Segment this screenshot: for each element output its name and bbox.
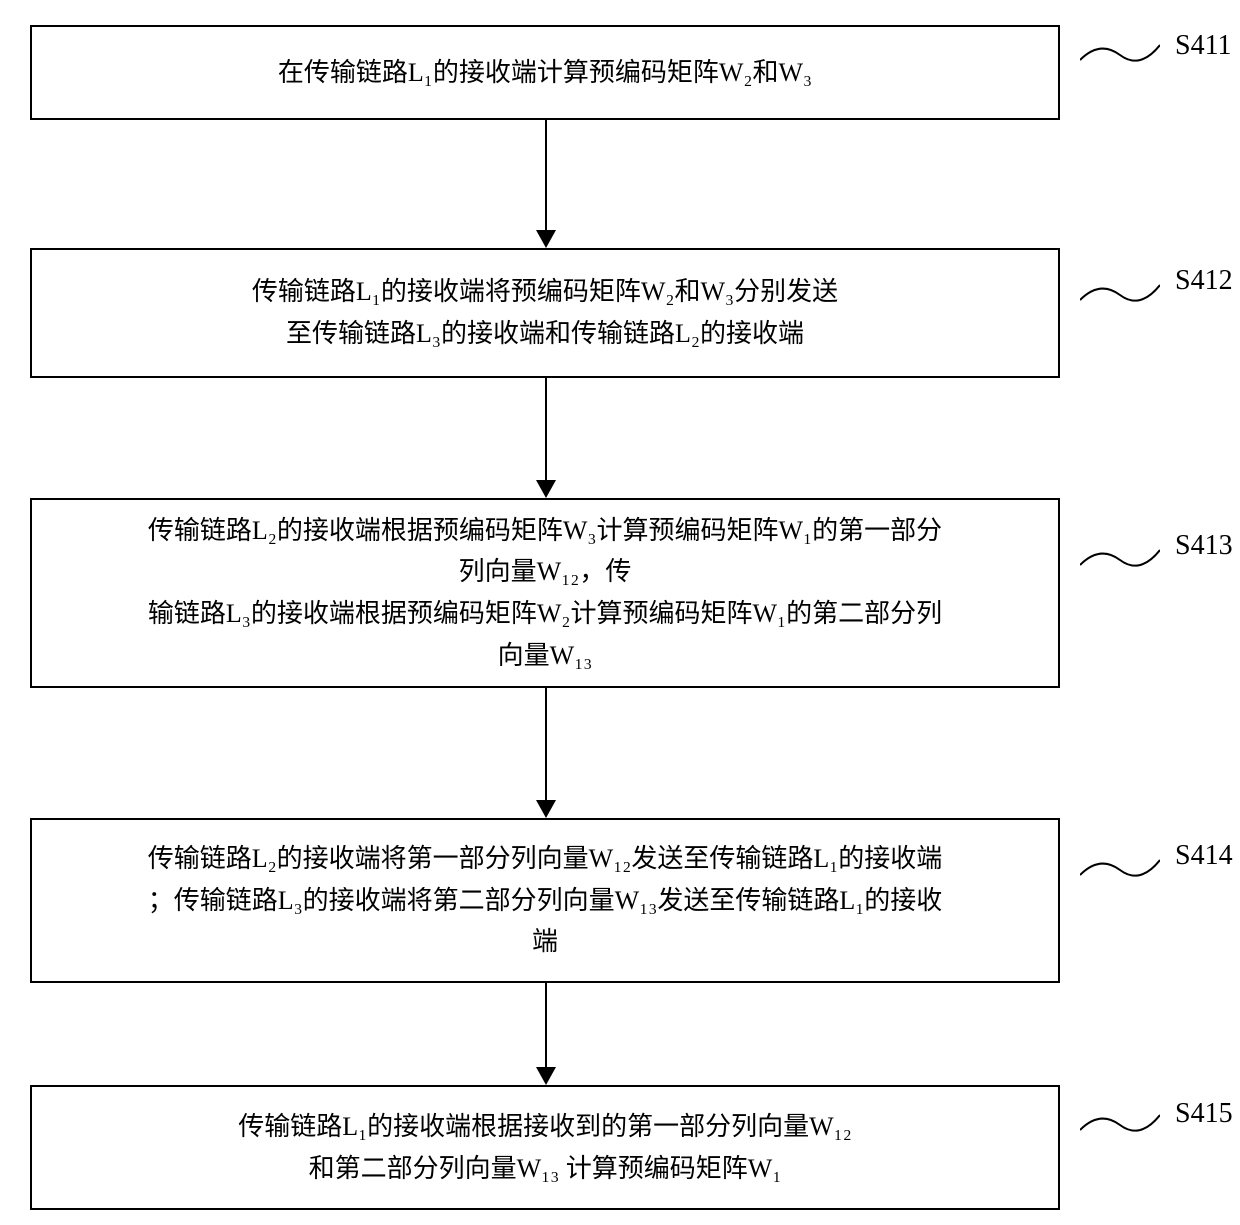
flow-box-text: 传输链路L₁的接收端根据接收到的第一部分列向量W₁₂和第二部分列向量W₁₃ 计算… <box>238 1106 852 1189</box>
flow-box-s411: 在传输链路L₁的接收端计算预编码矩阵W₂和W₃ <box>30 25 1060 120</box>
flow-arrow-head <box>536 800 556 818</box>
label-connector <box>1080 545 1160 575</box>
step-label-s412: S412 <box>1175 265 1233 297</box>
flow-box-s415: 传输链路L₁的接收端根据接收到的第一部分列向量W₁₂和第二部分列向量W₁₃ 计算… <box>30 1085 1060 1210</box>
flow-box-text: 传输链路L₂的接收端根据预编码矩阵W₃计算预编码矩阵W₁的第一部分列向量W₁₂，… <box>148 510 942 676</box>
step-label-s414: S414 <box>1175 840 1233 872</box>
step-label-s413: S413 <box>1175 530 1233 562</box>
flow-arrow-head <box>536 230 556 248</box>
flow-arrow-line <box>545 378 547 480</box>
flow-box-text: 传输链路L₂的接收端将第一部分列向量W₁₂发送至传输链路L₁的接收端；传输链路L… <box>148 838 943 963</box>
label-connector <box>1080 1110 1160 1140</box>
flow-arrow-head <box>536 1067 556 1085</box>
flow-box-s412: 传输链路L₁的接收端将预编码矩阵W₂和W₃分别发送至传输链路L₃的接收端和传输链… <box>30 248 1060 378</box>
label-connector <box>1080 855 1160 885</box>
flow-arrow-head <box>536 480 556 498</box>
flow-arrow-line <box>545 688 547 800</box>
flow-arrow-line <box>545 983 547 1067</box>
flow-box-text: 传输链路L₁的接收端将预编码矩阵W₂和W₃分别发送至传输链路L₃的接收端和传输链… <box>252 271 838 354</box>
step-label-s415: S415 <box>1175 1098 1233 1130</box>
label-connector <box>1080 280 1160 310</box>
step-label-s411: S411 <box>1175 30 1232 62</box>
flow-box-s414: 传输链路L₂的接收端将第一部分列向量W₁₂发送至传输链路L₁的接收端；传输链路L… <box>30 818 1060 983</box>
flow-box-text: 在传输链路L₁的接收端计算预编码矩阵W₂和W₃ <box>278 52 812 94</box>
flow-box-s413: 传输链路L₂的接收端根据预编码矩阵W₃计算预编码矩阵W₁的第一部分列向量W₁₂，… <box>30 498 1060 688</box>
label-connector <box>1080 40 1160 70</box>
flowchart: 在传输链路L₁的接收端计算预编码矩阵W₂和W₃ S411 传输链路L₁的接收端将预编… <box>0 0 1240 1225</box>
flow-arrow-line <box>545 120 547 230</box>
